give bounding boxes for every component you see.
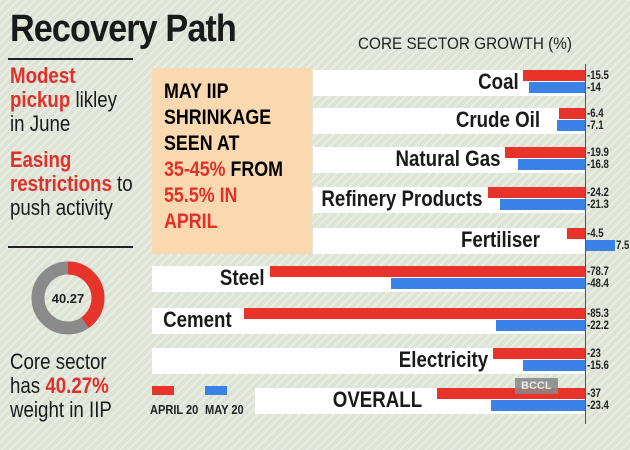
legend-label-april: APRIL 20	[150, 402, 199, 417]
may-value-label: -16.8	[587, 157, 609, 171]
chart-title: CORE SECTOR GROWTH (%)	[358, 34, 572, 53]
text: weight in IIP	[10, 397, 112, 422]
text: Easing	[10, 148, 71, 172]
text: in June	[10, 111, 71, 136]
highlight: Modest	[10, 63, 76, 88]
april-bar	[523, 70, 585, 81]
may-value-label: 7.5	[616, 238, 630, 252]
callout-text: 55.5% IN	[164, 184, 238, 207]
highlight: Easing	[10, 147, 72, 172]
category-label: Coal	[478, 69, 519, 94]
may-bar	[522, 360, 585, 371]
donut-value: 40.27	[52, 291, 85, 306]
april-value-label: -23	[587, 346, 601, 360]
category-label: Refinery Products	[320, 186, 482, 211]
text: has 40.27%	[10, 374, 109, 398]
april-value-label: -6.4	[587, 106, 604, 120]
category-label: OVERALL	[332, 387, 422, 412]
category-label: Electricity	[398, 347, 488, 372]
may-bar	[499, 199, 585, 210]
row-background	[313, 108, 585, 134]
highlight: 35-45%	[164, 158, 226, 181]
april-bar	[488, 187, 585, 198]
april-bar	[437, 388, 585, 399]
text: pickup likley	[10, 88, 117, 112]
april-value-label: -24.2	[587, 185, 609, 199]
row-background	[313, 228, 585, 254]
highlight: pickup	[10, 87, 71, 112]
highlight: 40.27%	[45, 373, 109, 398]
donut-core-share	[31, 261, 105, 335]
text: push activity	[10, 195, 113, 220]
april-bar	[559, 108, 585, 119]
may-bar	[517, 159, 585, 170]
callout-text: SHRINKAGE	[164, 106, 272, 129]
divider	[8, 246, 133, 248]
callout-text: SEEN AT	[164, 132, 240, 155]
text: restrictions to	[10, 172, 133, 196]
may-bar	[496, 320, 585, 331]
text: to	[111, 171, 133, 196]
may-bar	[556, 120, 585, 131]
may-value-label: -21.3	[587, 197, 609, 211]
text: likley	[70, 87, 118, 112]
text: FROM	[225, 158, 284, 181]
april-value-label: -15.5	[587, 68, 609, 82]
may-value-label: -15.6	[587, 358, 609, 372]
category-label: Cement	[163, 307, 232, 332]
callout-text: 35-45% FROM	[164, 158, 283, 182]
may-value-label: -22.2	[587, 318, 609, 332]
may-bar	[529, 82, 585, 93]
legend-label-may: MAY 20	[205, 402, 244, 417]
category-label: Natural Gas	[395, 146, 500, 171]
zero-axis	[585, 64, 586, 424]
callout-text: APRIL	[164, 210, 218, 233]
callout-text: MAY IIP	[164, 80, 229, 103]
divider	[8, 58, 133, 60]
may-value-label: -7.1	[587, 118, 604, 132]
april-bar	[243, 308, 585, 319]
april-value-label: -78.7	[587, 264, 609, 278]
april-value-label: -4.5	[587, 226, 604, 240]
may-value-label: -23.4	[587, 398, 609, 412]
category-label: Steel	[220, 265, 265, 290]
text: Core sector	[10, 349, 107, 374]
april-value-label: -37	[587, 386, 601, 400]
callout-box: MAY IIP SHRINKAGE SEEN AT 35-45% FROM 55…	[152, 68, 312, 254]
category-label: Crude Oil	[455, 107, 540, 132]
may-bar	[491, 400, 585, 411]
text: Modest	[10, 64, 75, 88]
may-bar	[585, 240, 615, 251]
legend-swatch-may	[205, 386, 227, 395]
title: Recovery Path	[10, 8, 237, 50]
april-bar	[567, 228, 585, 239]
april-value-label: -19.9	[587, 145, 609, 159]
april-bar	[505, 147, 585, 158]
highlight: restrictions	[10, 171, 112, 196]
may-value-label: -48.4	[587, 276, 609, 290]
text: has	[10, 373, 46, 398]
april-bar	[493, 348, 585, 359]
may-value-label: -14	[587, 80, 601, 94]
legend-swatch-april	[152, 386, 174, 395]
april-value-label: -85.3	[587, 306, 609, 320]
category-label: Fertiliser	[461, 227, 540, 252]
watermark: BCCL	[515, 378, 558, 394]
may-bar	[391, 278, 585, 289]
donut-chart: 40.27	[31, 261, 105, 335]
april-bar	[270, 266, 585, 277]
